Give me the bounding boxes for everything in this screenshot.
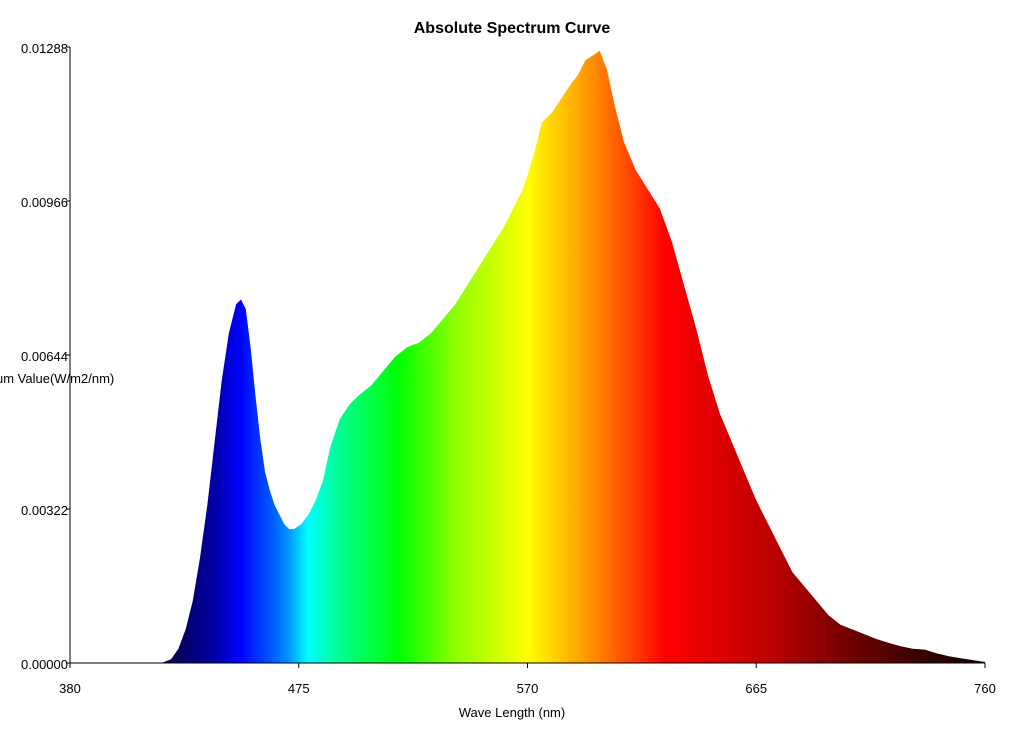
y-tick-label: 0.00322 xyxy=(21,503,68,518)
x-tick-label: 760 xyxy=(974,681,996,696)
x-tick-label: 665 xyxy=(745,681,767,696)
x-tick-group: 380 475 570 665 760 xyxy=(59,663,996,696)
x-axis-label: Wave Length (nm) xyxy=(459,705,565,720)
y-tick-label: 0.01288 xyxy=(21,41,68,56)
y-tick-group: 0.00000 0.00322 0.00644 0.00966 0.01288 xyxy=(21,41,70,672)
x-tick-label: 570 xyxy=(517,681,539,696)
y-tick-label: 0.00966 xyxy=(21,195,68,210)
chart-title: Absolute Spectrum Curve xyxy=(414,20,611,37)
x-tick-label: 475 xyxy=(288,681,310,696)
spectrum-area xyxy=(161,50,985,664)
y-axis-label: um Value(W/m2/nm) xyxy=(0,371,114,386)
x-tick-label: 380 xyxy=(59,681,81,696)
y-tick-label: 0.00000 xyxy=(21,657,68,672)
y-tick-label: 0.00644 xyxy=(21,349,68,364)
